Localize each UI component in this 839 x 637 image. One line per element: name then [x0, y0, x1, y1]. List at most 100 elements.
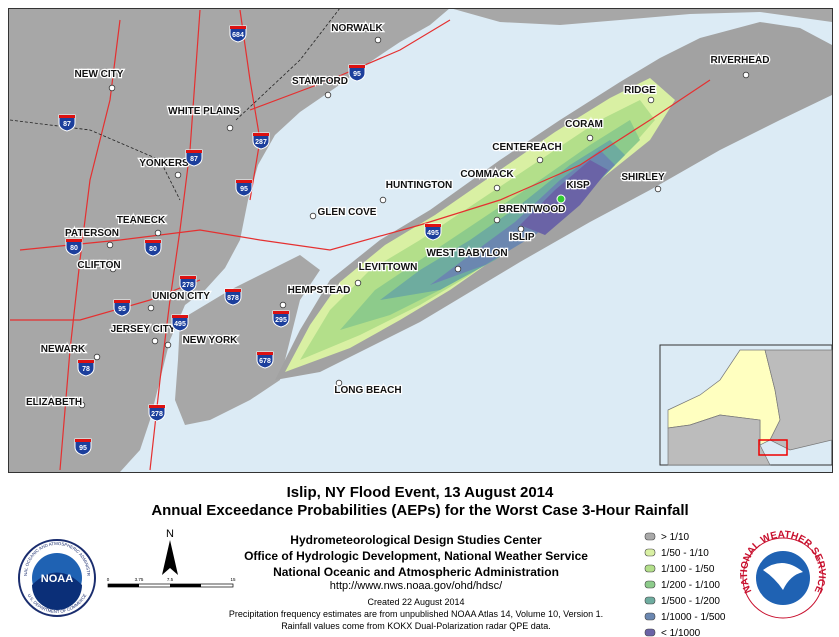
place-dot [324, 91, 332, 99]
shield-label: 495 [427, 230, 439, 237]
station-dot [556, 194, 566, 204]
place-label: CLIFTON [77, 260, 120, 271]
shield-top [172, 315, 188, 318]
shield [144, 239, 162, 257]
note: Precipitation frequency estimates are fr… [229, 609, 603, 619]
shield [252, 132, 270, 150]
place-dot [93, 353, 101, 361]
legend-label: 1/200 - 1/100 [661, 580, 720, 591]
shield-label: 678 [259, 358, 271, 365]
shield-top [114, 300, 130, 303]
shield-label: 278 [182, 282, 194, 289]
shield-label: 95 [240, 186, 248, 193]
shield-label: 295 [275, 317, 287, 324]
shield-top [66, 239, 82, 242]
station-label: KISP [566, 180, 590, 191]
shield-top [349, 65, 365, 68]
place-dot [586, 134, 594, 142]
shield [272, 310, 290, 328]
place-dot [279, 301, 287, 309]
place-label: LEVITTOWN [359, 262, 418, 273]
place-dot [742, 71, 750, 79]
place-dot [151, 337, 159, 345]
new-england [764, 349, 833, 451]
legend-swatch [644, 580, 656, 589]
place-label: UNION CITY [152, 291, 210, 302]
shield [256, 351, 274, 369]
place-dot [109, 265, 117, 273]
shield [348, 64, 366, 82]
shield-label: 95 [79, 445, 87, 452]
map [9, 9, 832, 472]
shield-label: 80 [149, 246, 157, 253]
shield [113, 299, 131, 317]
place-label: HEMPSTEAD [288, 285, 351, 296]
shield-label: 287 [255, 139, 267, 146]
shield-top [145, 240, 161, 243]
shield [77, 359, 95, 377]
agency: Office of Hydrologic Development, Nation… [244, 549, 588, 563]
place-label: NEW CITY [75, 69, 124, 80]
shield-top [186, 150, 202, 153]
place-dot [493, 216, 501, 224]
shield-label: 95 [118, 306, 126, 313]
inset-extent [758, 439, 788, 456]
road [149, 9, 201, 471]
legend-label: 1/50 - 1/10 [661, 548, 709, 559]
scale-seg [108, 584, 139, 587]
shield-top [180, 276, 196, 279]
place-label: JERSEY CITY [111, 324, 176, 335]
shield-top [257, 352, 273, 355]
mainland [9, 9, 449, 472]
shield [74, 438, 92, 456]
connecticut [453, 9, 832, 25]
legend-swatch [644, 612, 656, 621]
shield-top [59, 115, 75, 118]
shield [65, 238, 83, 256]
places: NORWALK NEW CITY STAMFORD WHITE PLAINS RIVER… [25, 22, 771, 410]
place-label: CENTEREACH [492, 142, 561, 153]
place-dot [354, 279, 362, 287]
place-label: GLEN COVE [318, 207, 377, 218]
place-dot [335, 379, 343, 387]
place-dot [147, 304, 155, 312]
state-borders [9, 9, 340, 201]
legend-swatch [644, 596, 656, 605]
place-label: COMMACK [460, 169, 514, 180]
place-dot [154, 229, 162, 237]
north-label: N [166, 528, 174, 540]
shield-top [75, 439, 91, 442]
legend-label: 1/500 - 1/200 [661, 596, 720, 607]
shield-label: 95 [353, 71, 361, 78]
nws-logo: NATIONAL WEATHER SERVICE [739, 529, 827, 619]
place-label: SHIRLEY [621, 172, 665, 183]
agency: National Oceanic and Atmospheric Adminis… [273, 565, 559, 579]
place-label: PATERSON [65, 228, 119, 239]
north-arrow [162, 540, 178, 575]
place-dot [164, 341, 172, 349]
shield-top [273, 311, 289, 314]
shield-label: 278 [151, 411, 163, 418]
shield [229, 25, 247, 43]
url: http://www.nws.noaa.gov/ohd/hdsc/ [330, 580, 503, 592]
place-label: STAMFORD [292, 76, 348, 87]
shield [185, 149, 203, 167]
shield [171, 314, 189, 332]
border [9, 119, 181, 201]
road [239, 9, 261, 201]
scale-label: 0 [107, 577, 110, 582]
shield-label: 878 [227, 295, 239, 302]
place-dot [647, 96, 655, 104]
place-dot [493, 184, 501, 192]
shield-label: 87 [63, 121, 71, 128]
shield-top [78, 360, 94, 363]
shield [179, 275, 197, 293]
shield-top [236, 180, 252, 183]
shield [148, 404, 166, 422]
title: Annual Exceedance Probabilities (AEPs) f… [151, 502, 688, 519]
place-dot [454, 265, 462, 273]
shield-top [225, 289, 241, 292]
place-label: NEWARK [41, 344, 86, 355]
place-label: NORWALK [331, 23, 383, 34]
